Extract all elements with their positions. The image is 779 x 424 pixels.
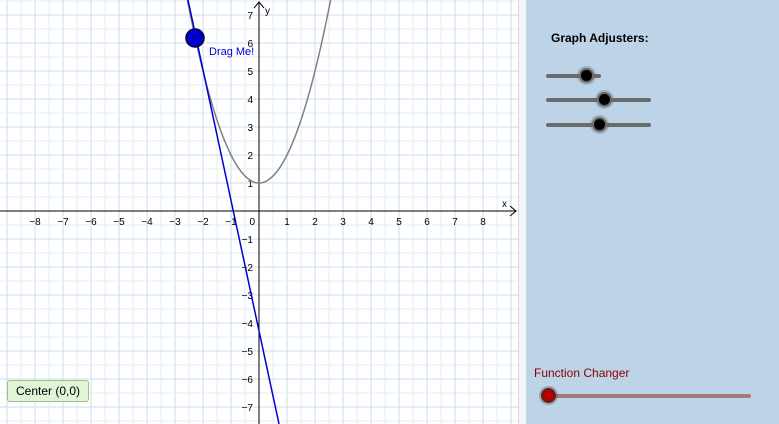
y-tick-label: 6: [247, 39, 253, 50]
y-tick-label: −6: [242, 375, 254, 386]
function-changer-slider[interactable]: [541, 386, 751, 406]
y-tick-label: 7: [247, 11, 253, 22]
x-axis-arrow: [509, 205, 517, 217]
x-tick-label: 1: [284, 217, 290, 228]
y-tick-label: 4: [247, 95, 253, 106]
x-tick-label: 4: [368, 217, 374, 228]
slider-knob[interactable]: [596, 92, 612, 107]
x-tick-label: −6: [85, 217, 97, 228]
graph-view[interactable]: x y −8 −7 −6 −5 −4 −3 −2 −1 0 1 2 3 4 5 6 7 8 7 6 5 4 3 2 1 −1 −2…: [0, 0, 518, 424]
linear-function-line: [187, 0, 280, 424]
x-axis-label: x: [502, 199, 507, 210]
slider-track[interactable]: [546, 74, 601, 78]
x-tick-label: −3: [169, 217, 181, 228]
graph-adjusters-heading: Graph Adjusters:: [551, 31, 649, 45]
y-tick-label: −2: [242, 263, 254, 274]
y-tick-label: 2: [247, 151, 253, 162]
x-tick-label: 5: [396, 217, 402, 228]
slider-knob[interactable]: [591, 117, 607, 132]
x-tick-label: −2: [197, 217, 209, 228]
slider-knob[interactable]: [578, 68, 594, 83]
x-tick-label: 3: [340, 217, 346, 228]
panel-divider[interactable]: [518, 0, 527, 424]
control-panel: Graph Adjusters: Function Changer: [526, 0, 779, 424]
y-axis-label: y: [265, 6, 270, 17]
adjuster-slider-2[interactable]: [546, 90, 651, 110]
adjuster-slider-1[interactable]: [546, 66, 601, 86]
y-tick-label: 1: [247, 179, 253, 190]
y-tick-label: −5: [242, 347, 254, 358]
x-tick-label: 7: [452, 217, 458, 228]
slider-knob[interactable]: [541, 388, 556, 403]
slider-track[interactable]: [548, 394, 751, 398]
drag-point[interactable]: [185, 28, 205, 48]
x-tick-label: −8: [29, 217, 41, 228]
x-tick-label: 6: [424, 217, 430, 228]
y-axis-arrow: [253, 1, 265, 9]
y-tick-label: −7: [242, 403, 254, 414]
function-changer-label: Function Changer: [534, 366, 630, 380]
x-tick-label: 8: [480, 217, 486, 228]
y-tick-label: 3: [247, 123, 253, 134]
x-tick-label: −5: [113, 217, 125, 228]
y-tick-label: −4: [242, 319, 254, 330]
x-tick-label: −1: [225, 217, 237, 228]
axes: x y: [0, 1, 517, 424]
y-tick-label: −3: [242, 291, 254, 302]
x-tick-label: 0: [249, 217, 255, 228]
y-tick-label: −1: [242, 235, 254, 246]
drag-point-label: Drag Me!: [209, 46, 254, 58]
center-button[interactable]: Center (0,0): [7, 380, 89, 402]
graph-canvas[interactable]: x y −8 −7 −6 −5 −4 −3 −2 −1 0 1 2 3 4 5 6 7 8 7 6 5 4 3 2 1 −1 −2…: [0, 0, 518, 424]
adjuster-slider-3[interactable]: [546, 115, 651, 135]
x-tick-label: −4: [141, 217, 153, 228]
tick-labels: −8 −7 −6 −5 −4 −3 −2 −1 0 1 2 3 4 5 6 7 8 7 6 5 4 3 2 1 −1 −2 −3 −4…: [29, 11, 486, 414]
y-tick-label: 5: [247, 67, 253, 78]
x-tick-label: 2: [312, 217, 318, 228]
x-tick-label: −7: [57, 217, 69, 228]
